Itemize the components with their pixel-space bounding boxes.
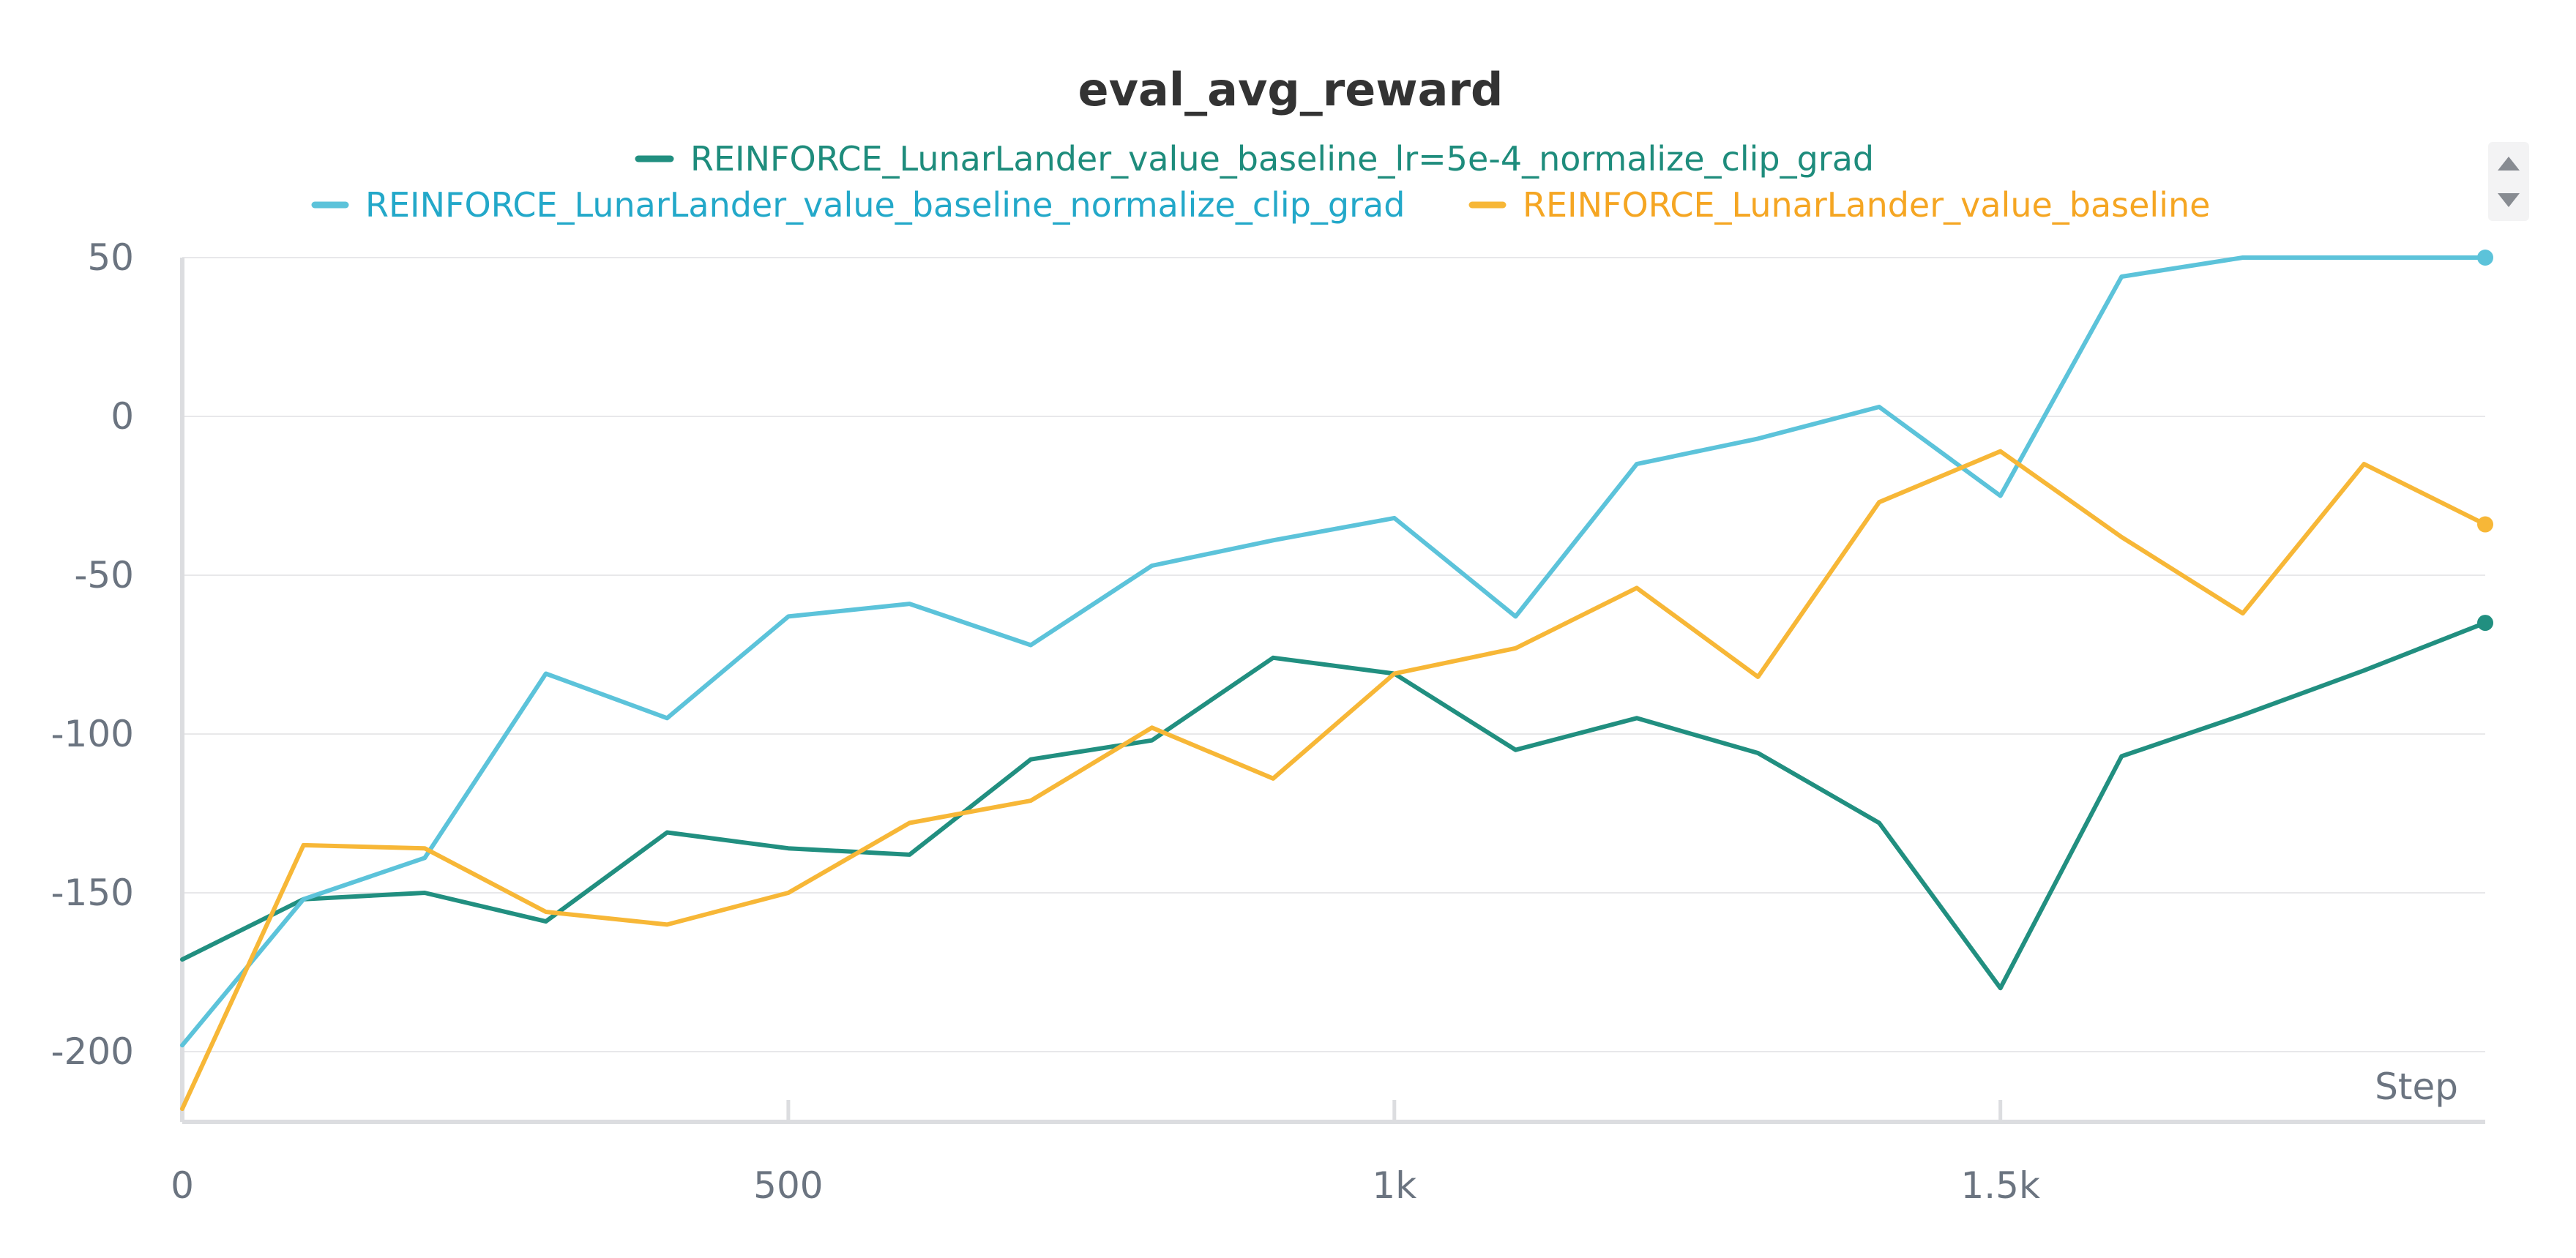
x-tick-label: 1k <box>1372 1164 1416 1207</box>
series-line-2 <box>180 449 2487 1112</box>
x-tick-label: 1.5k <box>1960 1164 2040 1207</box>
series-end-point <box>2477 615 2493 632</box>
legend: REINFORCE_LunarLander_value_baseline_lr=… <box>311 139 2210 225</box>
y-tick-label: -150 <box>51 872 134 914</box>
legend-label: REINFORCE_LunarLander_value_baseline_lr=… <box>690 139 1874 179</box>
series-end-points <box>2477 250 2493 632</box>
series-end-point <box>2477 516 2493 533</box>
y-tick-label: -200 <box>51 1030 134 1073</box>
series-lines <box>180 255 2487 1112</box>
legend-label: REINFORCE_LunarLander_value_baseline_nor… <box>365 185 1405 225</box>
y-tick-label: -100 <box>51 713 134 755</box>
legend-item-normalize-clip-grad[interactable]: REINFORCE_LunarLander_value_baseline_nor… <box>311 185 1405 225</box>
legend-scroll-track <box>2488 142 2529 221</box>
grid-lines <box>180 257 2485 1122</box>
legend-item-value-baseline[interactable]: REINFORCE_LunarLander_value_baseline <box>1468 185 2210 225</box>
series-end-point <box>2477 250 2493 266</box>
legend-scroll-controls <box>2488 142 2529 221</box>
legend-label: REINFORCE_LunarLander_value_baseline <box>1523 185 2210 225</box>
legend-item-lr5e4[interactable]: REINFORCE_LunarLander_value_baseline_lr=… <box>635 139 1874 179</box>
y-tick-label: 50 <box>87 236 134 279</box>
x-axis-label: Step <box>2375 1066 2458 1108</box>
series-line-1 <box>180 255 2487 1048</box>
triangle-up-icon[interactable] <box>2498 157 2520 171</box>
series-line-0 <box>180 621 2487 991</box>
y-axis-ticks: 50 0 -50 -100 -150 -200 <box>51 236 134 1073</box>
x-axis: 0 500 1k 1.5k <box>171 1100 2485 1207</box>
y-tick-label: -50 <box>74 554 134 596</box>
x-tick-label: 0 <box>171 1164 194 1207</box>
y-tick-label: 0 <box>111 395 134 438</box>
x-tick-label: 500 <box>753 1164 823 1207</box>
chart-title: eval_avg_reward <box>1078 63 1504 116</box>
triangle-down-icon[interactable] <box>2498 193 2520 207</box>
